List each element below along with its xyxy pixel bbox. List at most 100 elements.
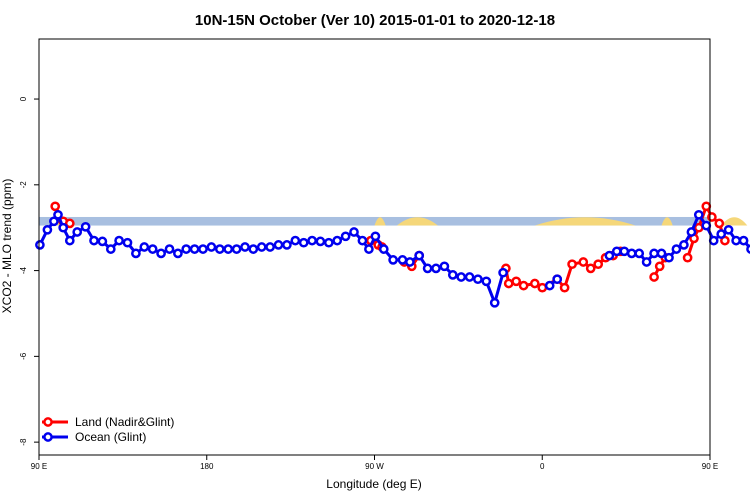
ocean-point: [147, 244, 158, 254]
y-tick-label: -6: [19, 352, 28, 360]
ocean-point: [544, 280, 555, 291]
ocean-point: [447, 270, 458, 280]
y-axis-label: XCO2 - MLO trend (ppm): [0, 179, 14, 314]
ocean-point: [214, 244, 225, 254]
ocean-point: [290, 235, 301, 246]
ocean-point: [464, 272, 475, 282]
ocean-point: [256, 242, 267, 252]
ocean-point: [298, 237, 309, 248]
x-axis-label: Longitude (deg E): [326, 477, 421, 491]
ocean-point: [641, 257, 652, 267]
ocean-point: [473, 274, 483, 285]
ocean-point: [248, 244, 259, 254]
land-point: [682, 252, 693, 263]
legend-marker: [43, 432, 53, 442]
x-tick-label: 90 W: [365, 462, 384, 471]
ocean-band: [39, 216, 710, 226]
ocean-point: [552, 274, 563, 285]
land-point: [707, 212, 717, 222]
ocean-point: [656, 248, 667, 259]
ocean-point: [265, 242, 275, 252]
ocean-point: [626, 248, 637, 259]
ocean-point: [481, 276, 492, 287]
ocean-point: [122, 237, 133, 248]
land-point: [693, 222, 704, 233]
ocean-point: [388, 255, 398, 265]
ocean-point: [164, 244, 175, 254]
ocean-point: [80, 221, 91, 232]
ocean-point: [97, 236, 108, 247]
ocean-point: [64, 235, 75, 246]
ocean-point: [619, 246, 630, 257]
ocean-point: [240, 242, 250, 252]
x-tick-label: 90 E: [702, 462, 718, 471]
legend-label: Ocean (Glint): [75, 430, 146, 444]
legend: Land (Nadir&Glint)Ocean (Glint): [42, 415, 174, 444]
plot-background: [39, 216, 748, 226]
land-point: [503, 278, 514, 289]
axes-layer: 90 E 180 90 W 0 90 E 0 -2 -4 -6 -8: [19, 96, 718, 471]
land-shape: [396, 217, 438, 226]
ocean-point: [686, 227, 697, 237]
x-tick-label: 0: [540, 462, 545, 471]
ocean-point: [405, 257, 415, 267]
land-point: [714, 218, 725, 229]
land-point: [529, 278, 540, 289]
ocean-point: [307, 235, 317, 246]
land-point: [511, 276, 522, 287]
ocean-point: [439, 261, 450, 272]
ocean-point: [431, 263, 441, 274]
ocean-point: [397, 255, 408, 265]
ocean-point: [664, 252, 674, 263]
land-point: [50, 201, 61, 212]
ocean-point: [716, 229, 727, 239]
series-layer: [35, 201, 750, 308]
ocean-point: [223, 244, 234, 254]
ocean-point: [332, 235, 343, 246]
ocean-point: [378, 244, 389, 254]
y-tick-label: 0: [19, 96, 28, 101]
ocean-point: [189, 244, 200, 254]
ocean-point: [498, 267, 508, 278]
y-tick-label: -2: [19, 181, 28, 189]
ocean-point: [173, 248, 183, 259]
ocean-point: [679, 240, 689, 250]
ocean-point: [723, 224, 734, 235]
ocean-point: [671, 244, 682, 254]
ocean-point: [273, 240, 284, 250]
ocean-point: [422, 263, 433, 274]
ocean-point: [53, 209, 63, 220]
ocean-point: [315, 236, 326, 247]
chart-title: 10N-15N October (Ver 10) 2015-01-01 to 2…: [195, 12, 555, 29]
land-shape: [374, 217, 386, 226]
legend-marker: [43, 417, 53, 427]
land-point: [567, 259, 577, 270]
ocean-point: [58, 222, 69, 233]
ocean-point: [364, 244, 374, 254]
ocean-point: [72, 227, 83, 237]
ocean-point: [35, 240, 45, 250]
ocean-point: [89, 235, 99, 246]
ocean-point: [131, 248, 141, 259]
ocean-point: [282, 240, 292, 250]
land-point: [654, 261, 665, 272]
land-point: [593, 259, 604, 270]
ocean-point: [414, 250, 425, 261]
ocean-point: [370, 231, 381, 242]
ocean-point: [198, 244, 208, 254]
ocean-point: [649, 248, 659, 259]
y-tick-label: -8: [19, 438, 28, 446]
land-point: [578, 257, 589, 267]
x-tick-label: 180: [200, 462, 214, 471]
legend-label: Land (Nadir&Glint): [75, 415, 174, 429]
ocean-point: [49, 216, 59, 227]
ocean-point: [701, 220, 712, 231]
land-point: [701, 201, 712, 212]
ocean-point: [349, 227, 359, 237]
ocean-point: [42, 224, 53, 235]
ocean-point: [181, 244, 192, 254]
ocean-point: [489, 297, 500, 308]
ocean-point: [139, 242, 150, 252]
ocean-point: [746, 244, 750, 254]
